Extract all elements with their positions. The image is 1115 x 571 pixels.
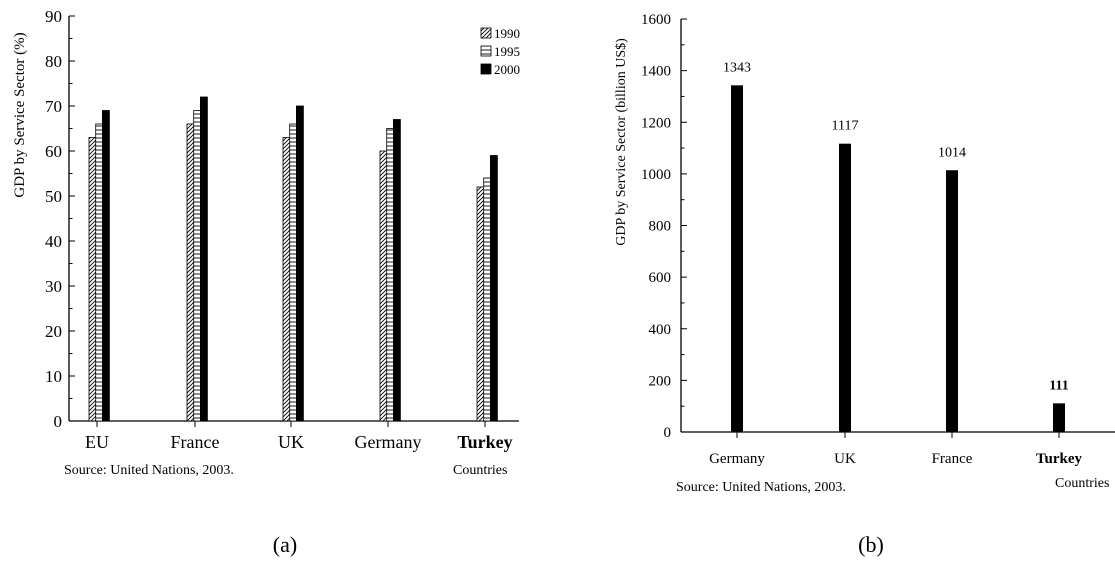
chart-a-ytick-label: 30 xyxy=(45,277,62,296)
chart-b-data-label: 1117 xyxy=(832,119,859,134)
chart-a-bar xyxy=(489,155,498,422)
chart-b-xlabel: Countries xyxy=(1055,476,1109,491)
chart-a-bar xyxy=(295,105,304,422)
chart-b-bar xyxy=(731,85,743,432)
chart-b: 0 200 400 600 800 1000 1200 1400 1600 1343 Germany… xyxy=(641,12,1115,467)
chart-a-bar xyxy=(289,123,298,422)
chart-a-xlabel: Countries xyxy=(453,463,507,478)
chart-a-panel-label: (a) xyxy=(273,532,297,557)
chart-a-legend-swatch xyxy=(480,63,492,75)
chart-a-category-label: Germany xyxy=(355,432,422,452)
chart-b-ytick-label: 1200 xyxy=(641,115,671,131)
chart-a-ytick-label: 20 xyxy=(45,322,62,341)
chart-a-category-label: Turkey xyxy=(457,432,512,452)
chart-a: 0 10 20 30 40 50 60 70 80 90 EU France UK Germany Turk… xyxy=(45,7,520,452)
chart-a-bar xyxy=(95,123,104,422)
chart-a-bar xyxy=(102,110,110,422)
chart-a-legend-label: 2000 xyxy=(494,62,520,77)
chart-b-data-label: 1343 xyxy=(723,60,751,75)
chart-a-ytick-label: 10 xyxy=(45,367,62,386)
chart-b-category-label: France xyxy=(932,451,973,467)
chart-b-ytick-label: 200 xyxy=(649,373,672,389)
chart-b-ytick-label: 400 xyxy=(649,322,672,338)
chart-b-bar xyxy=(946,170,958,433)
chart-a-bar xyxy=(88,137,97,422)
chart-a-ytick-label: 60 xyxy=(45,142,62,161)
chart-a-legend-swatch xyxy=(480,45,492,57)
chart-b-category-label: Turkey xyxy=(1036,451,1083,467)
chart-a-legend-label: 1995 xyxy=(494,44,520,59)
chart-b-data-label: 1014 xyxy=(938,145,966,160)
chart-b-source: Source: United Nations, 2003. xyxy=(676,480,846,495)
chart-a-category-label: France xyxy=(171,432,220,452)
chart-b-ytick-label: 0 xyxy=(664,425,672,441)
chart-a-legend-swatch xyxy=(480,27,492,39)
chart-b-panel-label: (b) xyxy=(858,532,884,557)
chart-b-ylabel: GDP by Service Sector (billion US$) xyxy=(614,38,629,246)
chart-a-bar xyxy=(282,137,291,422)
chart-a-ytick-label: 0 xyxy=(54,412,63,431)
chart-a-category-label: EU xyxy=(85,432,109,452)
chart-a-ytick-label: 50 xyxy=(45,187,62,206)
chart-a-ytick-label: 40 xyxy=(45,232,62,251)
chart-b-category-label: UK xyxy=(834,451,856,467)
chart-b-ytick-label: 800 xyxy=(649,219,672,235)
chart-b-ytick-label: 600 xyxy=(649,270,672,286)
chart-a-bar xyxy=(386,128,395,422)
chart-a-ytick-label: 80 xyxy=(45,52,62,71)
chart-a-ytick-label: 90 xyxy=(45,7,62,26)
chart-a-ylabel: GDP by Service Sector (%) xyxy=(12,32,28,197)
chart-a-legend-label: 1990 xyxy=(494,26,520,41)
chart-a-bar xyxy=(186,123,195,422)
chart-a-bar xyxy=(199,96,208,422)
chart-a-ytick-label: 70 xyxy=(45,97,62,116)
chart-b-ytick-label: 1400 xyxy=(641,64,671,80)
chart-b-ytick-label: 1600 xyxy=(641,12,671,28)
chart-a-bar xyxy=(379,150,388,422)
chart-b-ytick-label: 1000 xyxy=(641,167,671,183)
chart-a-source: Source: United Nations, 2003. xyxy=(64,463,234,478)
chart-a-bar xyxy=(193,110,202,422)
chart-a-bar xyxy=(476,186,485,422)
chart-b-bar xyxy=(839,143,851,432)
chart-a-bar xyxy=(392,119,401,422)
chart-b-category-label: Germany xyxy=(709,451,765,467)
chart-a-category-label: UK xyxy=(278,432,304,452)
chart-b-bar xyxy=(1053,403,1065,432)
chart-b-data-label: 111 xyxy=(1049,378,1068,393)
chart-a-bar xyxy=(483,177,492,422)
